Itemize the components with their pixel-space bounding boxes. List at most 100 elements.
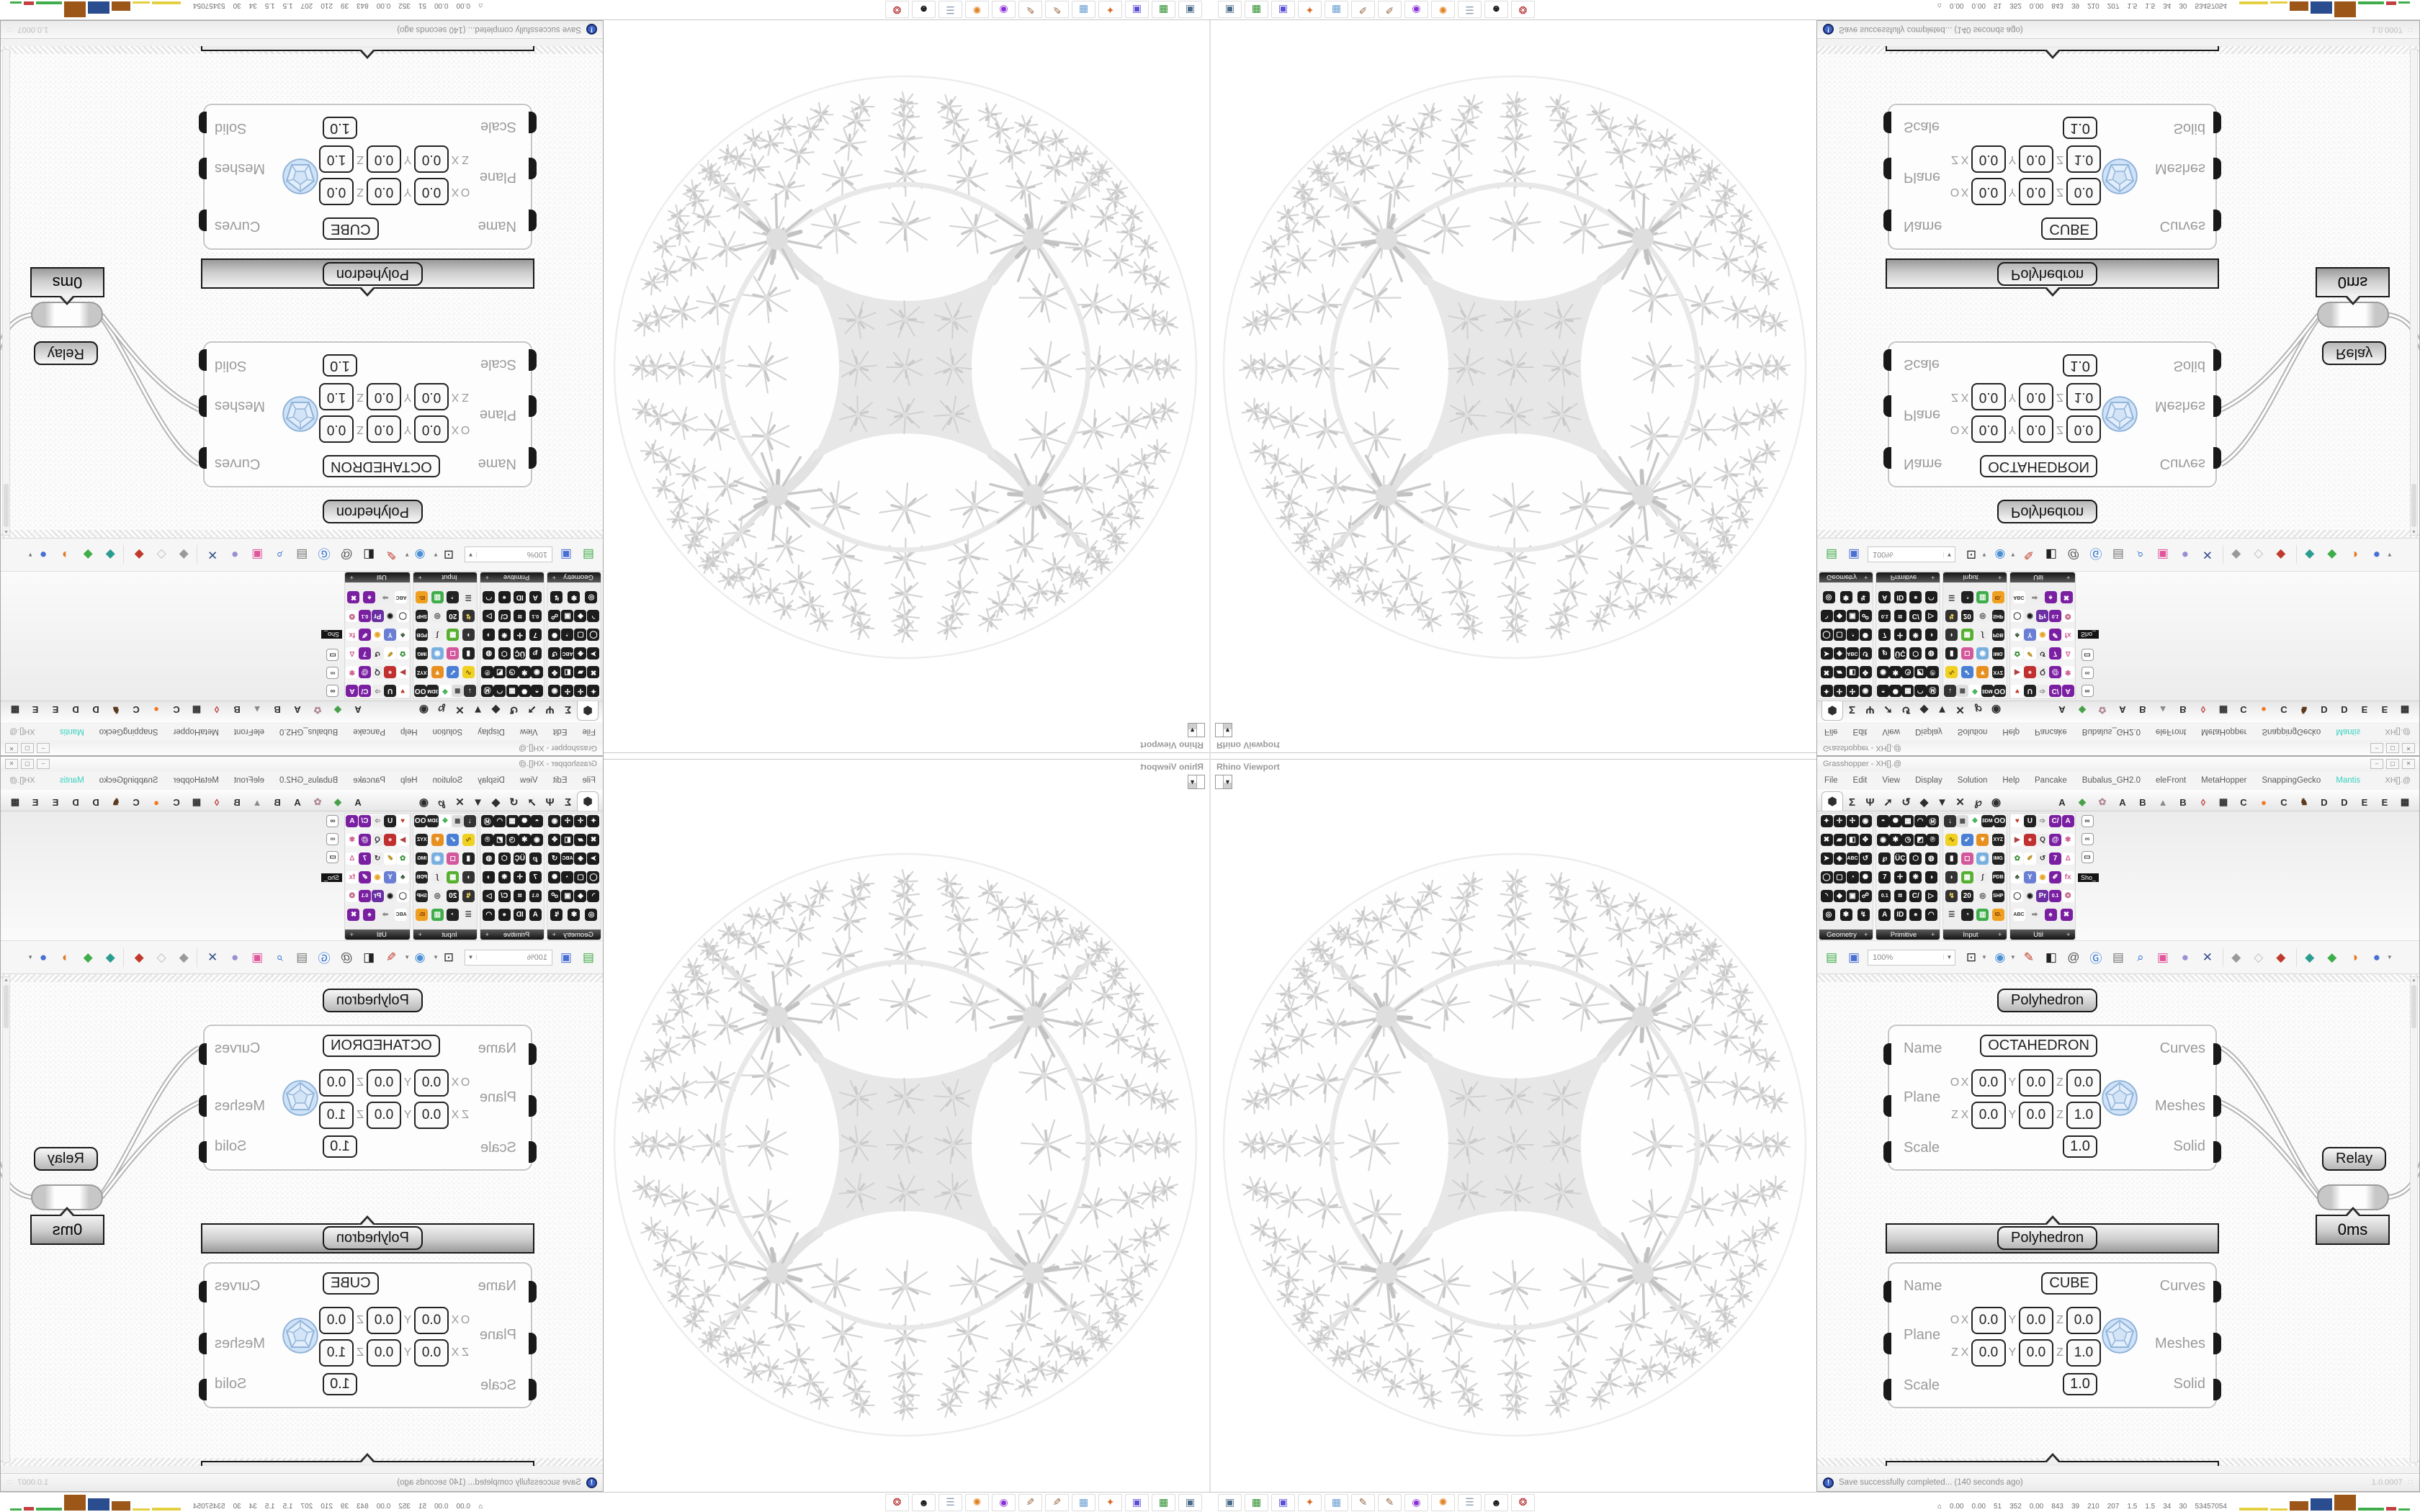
- component-icon[interactable]: ◔: [447, 591, 460, 603]
- output-grip[interactable]: [2213, 1379, 2221, 1400]
- component-icon[interactable]: ●: [1909, 591, 1922, 603]
- zoom-level-dropdown[interactable]: 100% ▼: [1868, 546, 1955, 563]
- gem-white-icon[interactable]: ◇: [2254, 950, 2264, 964]
- component-title-capsule[interactable]: Polyhedron: [322, 262, 423, 286]
- plane-coord-box[interactable]: 0.0: [2066, 1306, 2101, 1334]
- plane-coord-box[interactable]: 1.0: [2066, 1101, 2101, 1129]
- cluster-icon[interactable]: ✕: [207, 548, 218, 562]
- component-icon[interactable]: A: [2061, 815, 2074, 827]
- scale-value-box[interactable]: 1.0: [2063, 1373, 2097, 1395]
- close-button[interactable]: ✕: [2402, 759, 2415, 769]
- component-body[interactable]: Name Plane Scale Curves Meshes Solid CUB…: [1883, 1262, 2221, 1408]
- name-value-box[interactable]: CUBE: [323, 1272, 379, 1295]
- component-icon[interactable]: Pr: [2036, 890, 2049, 902]
- component-icon[interactable]: ◧: [561, 666, 574, 678]
- component-icon[interactable]: ➶: [1960, 666, 1973, 678]
- component-icon[interactable]: 7: [1878, 629, 1891, 641]
- component-icon[interactable]: ✿: [2011, 647, 2024, 660]
- name-value-box[interactable]: CUBE: [2041, 217, 2097, 240]
- component-icon[interactable]: ➡: [2028, 909, 2041, 921]
- owl-app-icon[interactable]: ◉: [1404, 1, 1428, 19]
- component-icon[interactable]: ID.: [416, 909, 429, 921]
- component-icon[interactable]: ◓: [530, 685, 543, 697]
- component-title-capsule[interactable]: Polyhedron: [322, 989, 423, 1012]
- chevron-down-icon[interactable]: ▼: [27, 552, 34, 558]
- display-toggle-icon[interactable]: ∞: [2081, 815, 2094, 827]
- input-grip[interactable]: [1883, 112, 1891, 133]
- component-icon[interactable]: ◉: [548, 685, 561, 697]
- input-grip[interactable]: [1883, 447, 1891, 469]
- component-icon[interactable]: ✐: [2049, 871, 2062, 883]
- gimp-app-icon[interactable]: ✎: [1045, 1, 1069, 19]
- component-icon[interactable]: ♥: [396, 815, 409, 827]
- penguin-app-icon[interactable]: ☻: [1484, 1493, 1508, 1511]
- component-icon[interactable]: ▮: [462, 852, 475, 865]
- component-icon[interactable]: XYZ: [1991, 666, 2004, 678]
- component-icon[interactable]: ABC: [561, 852, 574, 865]
- find-icon[interactable]: ⌕: [276, 548, 283, 562]
- output-grip[interactable]: [2213, 112, 2221, 133]
- plugin-tab-7[interactable]: ◊: [214, 704, 220, 716]
- screenshot-app-icon[interactable]: ▣: [1178, 1493, 1202, 1511]
- balloon-icon[interactable]: ●: [231, 548, 239, 562]
- component-icon[interactable]: 7: [529, 629, 542, 641]
- seal-app-icon[interactable]: ❂: [885, 1493, 909, 1511]
- plugin-tab-10[interactable]: ●: [153, 704, 159, 716]
- ball-blue-icon[interactable]: ●: [40, 950, 48, 964]
- menu-item-elefront[interactable]: eleFront: [2155, 727, 2187, 736]
- component-icon[interactable]: ◝: [1820, 610, 1833, 622]
- component-title-capsule[interactable]: Polyhedron: [322, 1226, 423, 1250]
- minimize-button[interactable]: –: [37, 759, 50, 769]
- ball-blue-icon[interactable]: ●: [40, 548, 48, 562]
- grasshopper-window[interactable]: Grasshopper - XH[].@ – ▢ ✕ File Edit View Dis…: [1816, 20, 2420, 756]
- component-icon[interactable]: ◷: [1901, 666, 1914, 678]
- scale-value-box[interactable]: 1.0: [2063, 117, 2097, 139]
- component-icon[interactable]: ➶: [447, 666, 460, 678]
- component-palette[interactable]: ✦ ✛ ✢ ◉ ✖ ▰ ◧ ✥ ➤ ◈ ABC ↺ ◯ ▢ ◔ ✺ ◝ ◆ ▣ ☍ ◎ ✾ ↯ Geometry + ◓ ✺ ▦ ◠ Ⓜ ◉…: [1, 811, 603, 940]
- gimp2-app-icon[interactable]: ✎: [1018, 1, 1042, 19]
- component-icon[interactable]: ABC: [395, 591, 408, 603]
- component-icon[interactable]: ◎: [1976, 610, 1989, 622]
- maximize-button[interactable]: ▢: [2386, 759, 2399, 769]
- plugin-tab-17[interactable]: ▩: [2400, 796, 2410, 807]
- component-icon[interactable]: Q: [371, 666, 384, 678]
- output-grip[interactable]: [2213, 395, 2221, 417]
- category-tab-7[interactable]: ✕: [455, 796, 465, 809]
- balloon-icon[interactable]: ●: [2181, 950, 2189, 964]
- plugin-tab-15[interactable]: E: [52, 796, 59, 808]
- relay-label-capsule[interactable]: Relay: [2322, 1147, 2387, 1171]
- name-value-box[interactable]: CUBE: [2041, 1272, 2097, 1295]
- component-icon[interactable]: 0.1: [358, 610, 371, 622]
- component-icon[interactable]: ✱: [518, 666, 531, 678]
- firefox-app-icon[interactable]: ✦: [1098, 1, 1122, 19]
- menu-item-elefront[interactable]: eleFront: [233, 727, 265, 736]
- component-icon[interactable]: ✾: [2061, 666, 2074, 678]
- component-icon[interactable]: ◎: [585, 909, 598, 921]
- plane-value-grid[interactable]: O X 0.0 Y 0.0 Z 0.0 Z X 0.0 Y 0.0 Z 1.0: [318, 1066, 470, 1131]
- component-title-capsule[interactable]: Polyhedron: [1997, 500, 2098, 523]
- component-icon[interactable]: ⌗: [1894, 890, 1906, 902]
- component-icon[interactable]: ✐: [384, 647, 397, 660]
- component-icon[interactable]: ◆: [1833, 890, 1846, 902]
- plugin-tab-9[interactable]: C: [173, 796, 180, 808]
- output-grip[interactable]: [2213, 1095, 2221, 1117]
- plugin-tab-1[interactable]: ◆: [2079, 796, 2086, 807]
- gimp2-app-icon[interactable]: ✎: [1378, 1, 1402, 19]
- category-tab-7[interactable]: ✕: [1955, 796, 1965, 809]
- preview-eye-icon[interactable]: ◉: [414, 548, 426, 562]
- component-icon[interactable]: ◗: [462, 871, 475, 883]
- plugin-tab-5[interactable]: ▲: [2158, 704, 2168, 716]
- terminal-app-icon[interactable]: ▦: [1152, 1493, 1175, 1511]
- component-icon[interactable]: A: [529, 591, 542, 603]
- component-icon[interactable]: IMG: [1991, 852, 2004, 865]
- output-grip[interactable]: [2213, 447, 2221, 469]
- panel-label[interactable]: Input +: [1943, 572, 2007, 582]
- component-icon[interactable]: ▰: [1833, 666, 1846, 678]
- component-icon[interactable]: ◈: [1833, 647, 1846, 660]
- plane-value-grid[interactable]: O X 0.0 Y 0.0 Z 0.0 Z X 0.0 Y 0.0 Z 1.0: [318, 1304, 470, 1369]
- component-icon[interactable]: ♣: [2011, 871, 2024, 883]
- component-icon[interactable]: ◑: [1924, 629, 1937, 641]
- plane-coord-box[interactable]: 0.0: [319, 178, 354, 206]
- category-tab-1[interactable]: Σ: [1848, 796, 1855, 809]
- component-icon[interactable]: ↓: [1944, 815, 1957, 827]
